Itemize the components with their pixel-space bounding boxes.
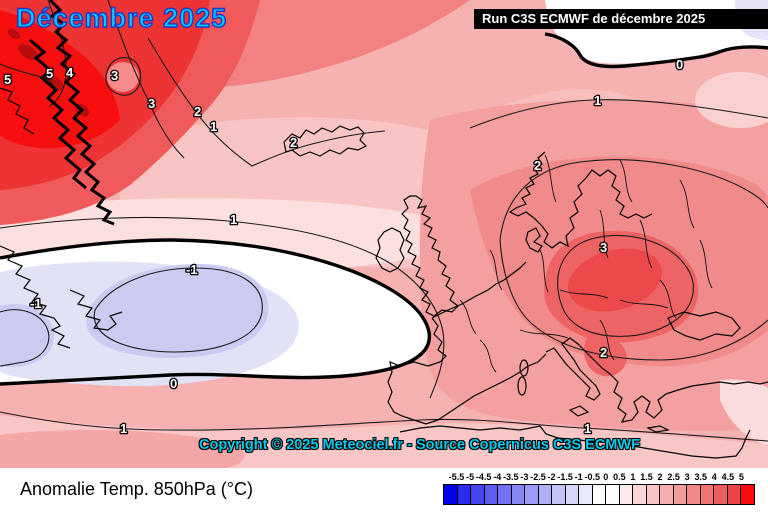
color-scale-tick: 2: [657, 472, 663, 482]
greenland-coast: [48, 0, 115, 226]
run-info-box: Run C3S ECMWF de décembre 2025: [474, 9, 768, 29]
contour-label: 1: [210, 119, 217, 134]
color-scale-cell: [726, 484, 742, 505]
page-title: Décembre 2025: [15, 2, 228, 33]
color-scale-tick: 1: [630, 472, 636, 482]
africa-coast: [399, 425, 751, 459]
color-scale-cell: [686, 484, 701, 505]
iceland-coast: [283, 125, 368, 157]
color-scale-tick: 1.5: [640, 472, 653, 482]
color-scale-cell: [699, 484, 715, 505]
color-scale-cell: [470, 484, 485, 505]
color-scale-tick: 3.5: [694, 472, 707, 482]
color-scale-tick: 4.5: [721, 472, 735, 482]
color-scale-tick: 5: [738, 472, 744, 482]
black-sea-coast: [667, 311, 741, 341]
contour-label: 4: [66, 65, 74, 80]
contour-label: 3: [600, 240, 607, 255]
contour-label: 2: [194, 104, 201, 119]
color-scale-tick: -4.5: [475, 472, 492, 482]
color-scale-cell: [740, 484, 755, 505]
color-scale-cell: [659, 484, 674, 505]
color-scale-cell: [483, 484, 499, 505]
coastlines: [0, 0, 768, 459]
copyright-text: Copyright © 2025 Meteociel.fr - Source C…: [199, 437, 640, 453]
color-scale-tick: 3: [684, 472, 690, 482]
color-scale-tick: -1: [574, 472, 583, 482]
color-scale: -5.5 -5 -4.5 -4 -3.5 -3 -2.5 -2 -1.5 -1 -0.5 0 0.5 1 1…: [443, 471, 755, 509]
color-scale-tick: -4: [493, 472, 502, 482]
color-scale-cells: [443, 484, 755, 505]
color-scale-cell: [578, 484, 593, 505]
contour-label: 0: [676, 57, 683, 72]
contour-label: 1: [594, 93, 601, 108]
italy-coast: [545, 337, 603, 401]
contour-label: -1: [186, 262, 198, 277]
color-scale-cell: [456, 484, 472, 505]
color-scale-tick: -5.5: [448, 472, 465, 482]
contour-label: 1: [584, 421, 591, 436]
contour-label: 0: [170, 376, 177, 391]
color-scale-tick: -3.5: [503, 472, 519, 482]
contour-label: 2: [534, 158, 541, 173]
color-scale-cell: [645, 484, 661, 505]
contour-label: 1: [120, 421, 127, 436]
color-scale-cell: [618, 484, 634, 505]
color-scale-cell: [551, 484, 566, 505]
color-scale-cell: [497, 484, 512, 505]
color-scale-tick: 4: [711, 472, 717, 482]
color-scale-cell: [524, 484, 539, 505]
contour-lines-thick: [0, 32, 768, 386]
legend-bar: Anomalie Temp. 850hPa (°C) -5.5 -5 -4.5 -4-…: [0, 468, 768, 512]
color-scale-tick: -3: [520, 472, 529, 482]
color-scale-cell: [672, 484, 688, 505]
contour-label: 5: [46, 66, 53, 81]
anomaly-shading: [0, 0, 768, 468]
contour-label: 3: [148, 96, 155, 111]
color-scale-tick: 0: [603, 472, 609, 482]
color-scale-tick: 2.5: [667, 472, 680, 482]
contour-label: 5: [4, 72, 11, 87]
color-scale-tick: -0.5: [584, 472, 600, 482]
contour-label: 2: [290, 135, 297, 150]
contour-label: 3: [111, 68, 118, 83]
scandinavia-coast: [508, 151, 653, 249]
contour-label: 1: [230, 212, 237, 227]
color-scale-tick: -1.5: [557, 472, 573, 482]
country-borders: [459, 154, 713, 373]
run-info-label: Run C3S ECMWF de décembre 2025: [482, 11, 706, 26]
color-scale-cell: [591, 484, 607, 505]
color-scale-cell: [632, 484, 647, 505]
contour-label: 2: [600, 345, 607, 360]
contour-lines-thin: [0, 0, 768, 442]
color-scale-cell: [537, 484, 553, 505]
color-scale-cell: [605, 484, 620, 505]
ireland-coast: [375, 227, 405, 273]
color-scale-ticks: -5.5 -5 -4.5 -4 -3.5 -3 -2.5 -2 -1.5 -1 -0.5 0 0.5 1 1…: [443, 471, 755, 483]
color-scale-cell: [564, 484, 580, 505]
color-scale-tick: -2: [547, 472, 556, 482]
contour-label: -1: [30, 296, 42, 311]
color-scale-cell: [443, 484, 458, 505]
uk-coast: [401, 195, 459, 317]
color-scale-cell: [713, 484, 728, 505]
labrador-coast: [0, 245, 71, 349]
legend-title: Anomalie Temp. 850hPa (°C): [20, 479, 253, 499]
color-scale-cell: [510, 484, 526, 505]
map-area: 5 5 4 3 3 2 1 2 1 -1 -1 0 1 1 0 1 2 3 2: [0, 0, 768, 468]
balkans-coast: [601, 367, 667, 423]
europe-coast: [387, 317, 547, 425]
color-scale-tick: 0.5: [613, 472, 626, 482]
color-scale-tick: -5: [466, 472, 475, 482]
color-scale-tick: -2.5: [530, 472, 546, 482]
